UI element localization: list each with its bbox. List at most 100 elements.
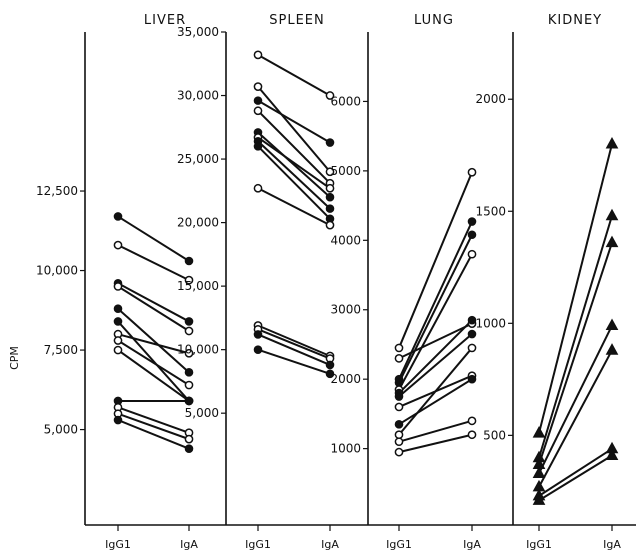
lung-y-tick-label: 4000: [330, 233, 361, 247]
lung-open-circle-point: [467, 416, 477, 426]
lung-pair-line: [398, 333, 473, 398]
liver-y-tick-label: 10,000: [36, 264, 78, 278]
liver-y-tick-label: 7,500: [44, 343, 78, 357]
spleen-y-tick-label: 15,000: [177, 279, 219, 293]
spleen-open-circle-point: [253, 183, 263, 193]
liver-pair-line: [117, 244, 190, 281]
chart-marks: 5,000 7,500 10,000 12,500 IgG1 IgA 5,000 10,000…: [36, 25, 621, 551]
spleen-open-circle-point: [253, 106, 263, 116]
lung-y-tick-label: 5000: [330, 164, 361, 178]
spleen-filled-circle-point: [325, 192, 335, 202]
spleen-pair-line: [257, 110, 331, 184]
spleen-open-circle-point: [325, 91, 335, 100]
spleen-filled-circle-point: [253, 142, 263, 151]
kidney-pair-line: [538, 447, 613, 497]
spleen-pair-line: [257, 145, 331, 220]
kidney-y-tick-label: 1000: [475, 316, 506, 330]
lung-open-circle-point: [394, 430, 404, 440]
kidney-pair-line: [538, 325, 613, 474]
spleen-open-circle-point: [253, 50, 263, 60]
liver-open-circle-point: [113, 336, 123, 345]
liver-title: LIVER: [144, 13, 186, 28]
liver-pair-line: [117, 307, 190, 374]
lung-pair-line: [398, 234, 473, 384]
lung-filled-circle-point: [467, 217, 477, 226]
liver-open-circle-point: [184, 348, 194, 358]
lung-open-circle-point: [394, 437, 404, 447]
spleen-x-tick-label: IgG1: [245, 538, 271, 551]
spleen-filled-circle-point: [325, 204, 335, 213]
lung-pair-line: [398, 319, 473, 394]
spleen-pair-line: [257, 136, 331, 190]
spleen-filled-circle-point: [325, 360, 335, 370]
lung-open-circle-point: [394, 447, 404, 457]
spleen-filled-circle-point: [325, 369, 335, 379]
spleen-pair-line: [257, 324, 331, 357]
kidney-pair-line: [538, 215, 613, 459]
liver-filled-circle-point: [184, 317, 194, 326]
liver-pair-line: [117, 333, 190, 355]
liver-open-circle-point: [113, 282, 123, 291]
lung-open-circle-point: [394, 402, 404, 412]
lung-open-circle-point: [467, 249, 477, 259]
lung-pair-line: [398, 419, 473, 443]
kidney-pair-line: [538, 454, 613, 502]
spleen-pair-line: [257, 140, 331, 210]
liver-filled-circle-point: [184, 444, 194, 453]
liver-open-circle-point: [113, 240, 123, 250]
spleen-pair-line: [257, 99, 331, 144]
lung-pair-line: [398, 433, 473, 454]
liver-pair-line: [117, 282, 190, 323]
lung-y-tick-label: 6000: [330, 94, 361, 108]
kidney-x-tick-label: IgG1: [526, 538, 552, 551]
spleen-filled-circle-point: [253, 96, 263, 105]
liver-x-tick-label: IgA: [180, 538, 198, 551]
liver-open-circle-point: [184, 434, 194, 444]
liver-pair-line: [117, 285, 190, 332]
liver-filled-circle-point: [184, 396, 194, 406]
lung-open-circle-point: [394, 343, 404, 353]
lung-open-circle-point: [394, 354, 404, 363]
lung-pair-line: [398, 253, 473, 391]
spleen-title: SPLEEN: [269, 13, 325, 28]
spleen-filled-circle-point: [325, 138, 335, 147]
kidney-triangle-point: [605, 235, 619, 248]
spleen-y-tick-label: 20,000: [177, 216, 219, 230]
spleen-open-circle-point: [253, 82, 263, 91]
spleen-y-tick-label: 30,000: [177, 89, 219, 103]
liver-open-circle-point: [184, 326, 194, 336]
liver-pair-line: [117, 320, 190, 402]
liver-x-tick-label: IgG1: [105, 538, 131, 551]
spleen-open-circle-point: [325, 183, 335, 193]
spleen-y-tick-label: 35,000: [177, 25, 219, 39]
spleen-pair-line: [257, 131, 331, 198]
lung-pair-line: [398, 347, 473, 436]
spleen-pair-line: [257, 328, 331, 360]
lung-pair-line: [398, 378, 473, 426]
lung-open-circle-point: [467, 430, 477, 440]
liver-filled-circle-point: [184, 256, 194, 266]
liver-open-circle-point: [184, 275, 194, 285]
kidney-title: KIDNEY: [548, 13, 602, 28]
lung-y-tick-label: 1000: [330, 442, 361, 456]
spleen-pair-line: [257, 348, 331, 375]
lung-filled-circle-point: [394, 420, 404, 429]
lung-pair-line: [398, 322, 473, 360]
kidney-triangle-point: [532, 466, 546, 478]
spleen-x-tick-label: IgA: [321, 538, 339, 551]
lung-open-circle-point: [467, 167, 477, 177]
liver-pair-line: [117, 215, 190, 262]
kidney-triangle-point: [605, 448, 619, 461]
liver-pair-line: [117, 412, 190, 441]
liver-pair-line: [117, 339, 190, 386]
liver-filled-circle-point: [113, 317, 123, 326]
spleen-pair-line: [257, 333, 331, 366]
kidney-y-tick-label: 2000: [475, 92, 506, 106]
kidney-triangle-point: [605, 208, 619, 221]
lung-x-tick-label: IgA: [463, 538, 481, 551]
liver-open-circle-point: [184, 380, 194, 390]
spleen-pair-line: [257, 54, 331, 97]
liver-filled-circle-point: [113, 304, 123, 314]
liver-pair-line: [117, 349, 190, 402]
